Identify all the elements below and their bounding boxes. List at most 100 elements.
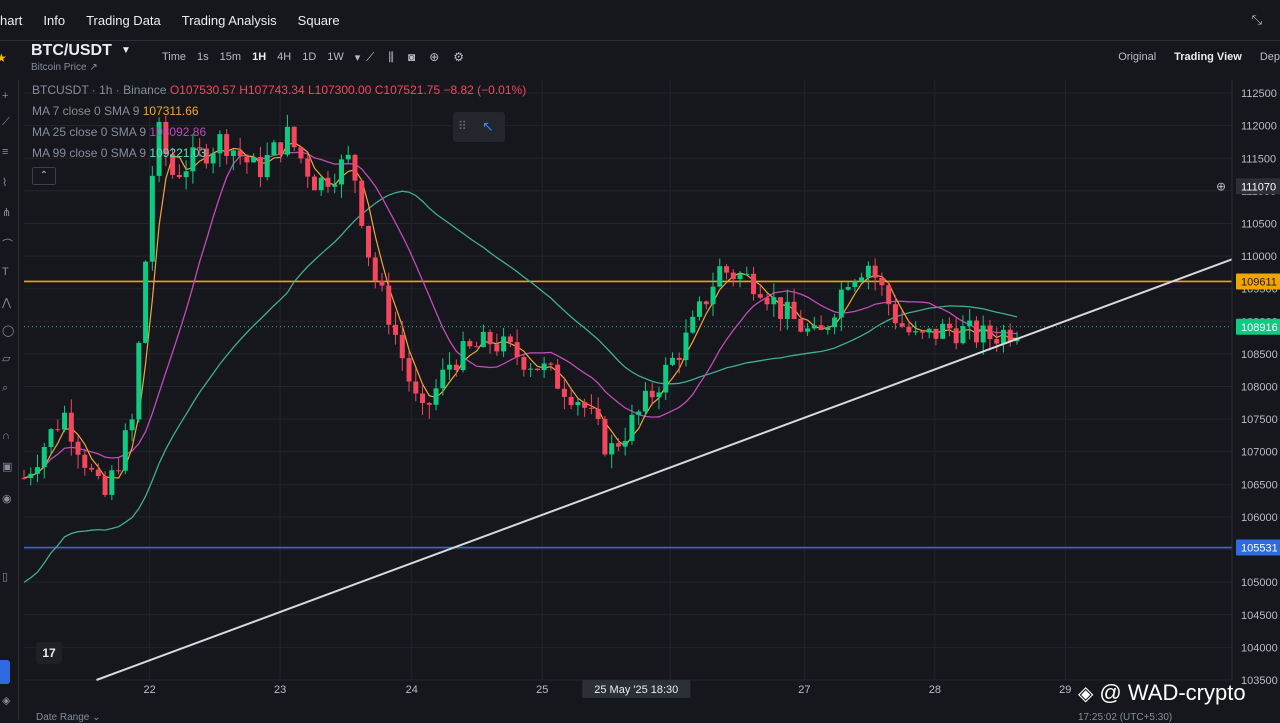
trash-icon[interactable]: ▯ xyxy=(2,571,9,583)
candle-body xyxy=(453,364,459,371)
interval-1w[interactable]: 1W xyxy=(327,51,344,63)
candle-body xyxy=(994,339,1000,344)
candle-body xyxy=(663,364,669,393)
floating-toolbar[interactable]: ⠿ ↖ xyxy=(453,112,505,142)
interval-time[interactable]: Time xyxy=(162,51,187,63)
candle-body xyxy=(251,156,257,163)
x-tick-label: 25 May '25 18:30 xyxy=(594,684,678,696)
ma7-line xyxy=(23,142,1017,479)
candle-body xyxy=(62,412,68,430)
candle-body xyxy=(35,467,41,474)
time-axis: 22 23 24 25 25 May '25 18:30 27 28 29 xyxy=(144,680,1071,698)
object-tree-badge[interactable] xyxy=(0,660,10,684)
measure-icon[interactable]: ◯ xyxy=(2,325,15,337)
cursor-icon[interactable]: ↖ xyxy=(482,118,494,134)
candle-body xyxy=(447,364,453,370)
interval-15m[interactable]: 15m xyxy=(219,51,242,63)
fullscreen-icon[interactable]: ⤡ xyxy=(1251,12,1262,27)
chart-type-icon[interactable]: ⫼ xyxy=(388,50,394,64)
lock-icon[interactable]: ▣ xyxy=(2,461,13,473)
ma99-label: MA 99 close 0 SMA 9 xyxy=(32,146,147,160)
tab-square[interactable]: Square xyxy=(297,12,340,28)
ma25-label: MA 25 close 0 SMA 9 xyxy=(32,125,147,139)
interval-1h[interactable]: 1H xyxy=(252,51,267,63)
crosshair-time-box xyxy=(582,680,691,698)
pitchfork-icon[interactable]: ⋔ xyxy=(2,207,12,219)
text-tool-icon[interactable]: T xyxy=(2,266,9,278)
candle-body xyxy=(460,341,466,371)
candle-body xyxy=(1007,329,1013,342)
price-label-box xyxy=(1236,178,1280,195)
pair-dropdown-icon[interactable]: ▼ xyxy=(121,45,131,56)
interval-1s[interactable]: 1s xyxy=(197,51,209,63)
add-icon[interactable]: ⊕ xyxy=(429,50,440,64)
candle-body xyxy=(825,327,831,330)
candle-body xyxy=(406,358,412,382)
legend-title: BTCUSDT · 1h · Binance xyxy=(32,83,167,97)
layers-icon[interactable]: ◈ xyxy=(2,695,11,707)
ma99-legend[interactable]: MA 99 close 0 SMA 9 109221.03 xyxy=(32,146,206,160)
y-tick-label: 108000 xyxy=(1241,382,1278,394)
view-original[interactable]: Original xyxy=(1118,51,1157,63)
line-tool-icon[interactable]: ⟋ xyxy=(2,116,10,128)
candle-body xyxy=(129,419,135,431)
x-tick-label: 27 xyxy=(798,684,810,696)
candle-body xyxy=(568,396,574,406)
view-depth[interactable]: Dep xyxy=(1259,51,1280,63)
candle-body xyxy=(257,156,263,178)
candle-body xyxy=(176,174,182,178)
zoom-icon[interactable]: ⌕ xyxy=(2,382,9,394)
candle-body xyxy=(217,134,223,154)
x-tick-label: 28 xyxy=(929,684,941,696)
settings-gear-icon[interactable]: ⚙ xyxy=(453,50,465,64)
candle-body xyxy=(933,328,939,339)
view-trading-view[interactable]: Trading View xyxy=(1174,51,1242,63)
candle-body xyxy=(561,388,567,397)
y-tick-label: 110000 xyxy=(1241,251,1277,263)
candle-body xyxy=(534,368,540,371)
tab-trading-data[interactable]: Trading Data xyxy=(86,12,161,28)
magnet-icon[interactable]: ∩ xyxy=(2,430,10,442)
ruler-icon[interactable]: ▱ xyxy=(2,353,11,365)
price-label-text: 109611 xyxy=(1241,276,1277,288)
crosshair-icon[interactable]: + xyxy=(2,90,9,102)
candle-body xyxy=(886,285,892,305)
favorite-star-icon[interactable]: ★ xyxy=(0,51,7,65)
candle-body xyxy=(163,121,169,155)
tab-info[interactable]: Info xyxy=(43,12,66,28)
candle-body xyxy=(487,331,493,345)
candle-body xyxy=(230,150,236,157)
candle-body xyxy=(656,392,662,398)
camera-icon[interactable]: ◙ xyxy=(407,50,416,64)
tab-trading-analysis[interactable]: Trading Analysis xyxy=(181,12,277,28)
candle-body xyxy=(946,323,952,329)
drag-handle-icon[interactable]: ⠿ xyxy=(458,119,467,133)
candle-body xyxy=(676,357,682,361)
channel-tool-icon[interactable]: ≡ xyxy=(2,146,9,158)
candle-body xyxy=(730,272,736,280)
ma25-line xyxy=(23,151,1018,479)
price-label-box xyxy=(1236,273,1280,290)
shape-tool-icon[interactable]: ⌒ xyxy=(2,239,13,251)
candle-body xyxy=(305,158,311,177)
pair-title[interactable]: BTC/USDT xyxy=(31,42,112,59)
candle-body xyxy=(879,277,885,286)
collapse-legend-icon[interactable]: ⌃ xyxy=(32,167,56,185)
pattern-tool-icon[interactable]: ⋀ xyxy=(2,297,12,309)
pair-subtitle[interactable]: Bitcoin Price ↗ xyxy=(31,62,98,73)
tab-chart[interactable]: hart xyxy=(0,12,23,28)
y-tick-label: 112000 xyxy=(1241,121,1277,133)
indicator-icon[interactable]: ⟋ xyxy=(366,50,375,64)
interval-1d[interactable]: 1D xyxy=(302,51,317,63)
candle-body xyxy=(480,331,486,348)
interval-4h[interactable]: 4H xyxy=(277,51,292,63)
ma25-legend[interactable]: MA 25 close 0 SMA 9 108092.86 xyxy=(32,125,206,139)
candle-body xyxy=(210,153,216,164)
date-range-button[interactable]: Date Range ⌄ xyxy=(36,712,101,723)
ma7-legend[interactable]: MA 7 close 0 SMA 9 107311.66 xyxy=(32,104,199,118)
candle-body xyxy=(55,429,61,431)
eye-icon[interactable]: ◉ xyxy=(2,493,12,505)
fib-tool-icon[interactable]: ⌇ xyxy=(2,177,8,189)
interval-more[interactable]: ▾ xyxy=(354,52,361,64)
